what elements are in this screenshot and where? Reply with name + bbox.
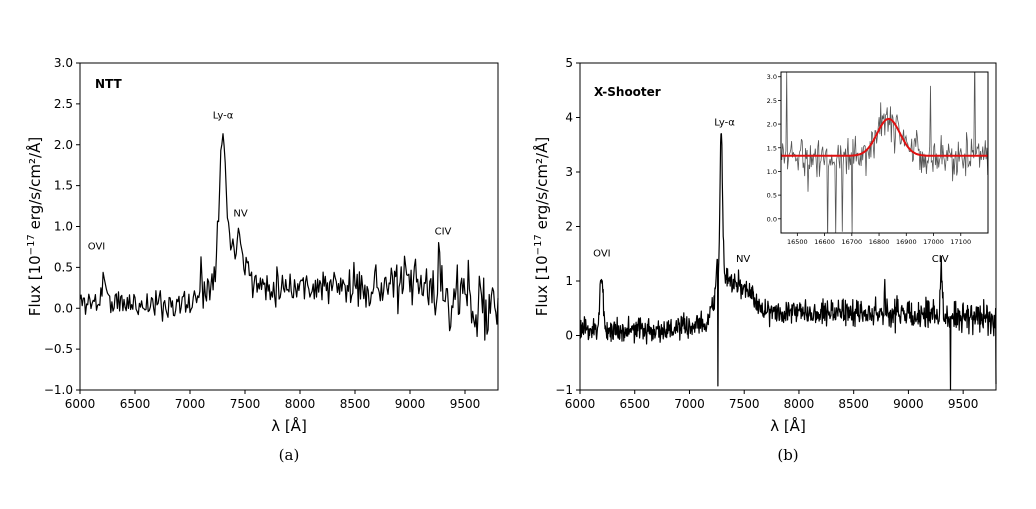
x-tick-label: 6500: [619, 397, 650, 411]
x-tick-label: 7000: [674, 397, 705, 411]
ntt-caption: (a): [279, 446, 300, 464]
inset-y-tick-label: 2.5: [767, 97, 777, 105]
inset-y-tick-label: 0.0: [767, 215, 777, 223]
y-tick-label: 0.0: [54, 301, 73, 315]
ntt-y-axis-label: Flux [10−17 erg/s/cm²/Å]: [25, 137, 44, 316]
line-annotation: OVI: [88, 241, 106, 252]
inset-y-tick-label: 2.0: [767, 121, 777, 129]
y-tick-label: −0.5: [44, 342, 73, 356]
x-tick-label: 8000: [285, 397, 316, 411]
inset-clip-group: [781, 72, 988, 233]
y-tick-label: 0.5: [54, 260, 73, 274]
y-tick-label: 2: [565, 220, 573, 234]
ntt-x-axis-label: λ [Å]: [271, 416, 307, 435]
xshooter-plot-area: [579, 133, 997, 391]
line-annotation: Ly-α: [714, 118, 735, 129]
inset-ticks: 16500 16600 16700 16800 16900 17000 17100 0.0 0.…: [767, 73, 971, 246]
line-annotation: NV: [233, 209, 247, 220]
x-tick-label: 8000: [784, 397, 815, 411]
y-tick-label: 2.5: [54, 97, 73, 111]
xshooter-x-axis-label: λ [Å]: [770, 416, 806, 435]
x-tick-label: 8500: [838, 397, 869, 411]
inset-y-tick-label: 3.0: [767, 73, 777, 81]
inset-x-tick-label: 16900: [896, 238, 917, 246]
line-annotation: CIV: [932, 254, 949, 265]
inset-axes-frame: [780, 71, 989, 234]
xshooter-caption: (b): [777, 446, 798, 464]
x-tick-label: 9000: [395, 397, 426, 411]
inset-x-tick-label: 16500: [787, 238, 808, 246]
y-tick-label: 3: [565, 165, 573, 179]
inset-x-tick-label: 16600: [814, 238, 835, 246]
inset-x-tick-label: 16800: [869, 238, 890, 246]
y-tick-label: −1.0: [44, 383, 73, 397]
x-tick-label: 8500: [340, 397, 371, 411]
x-tick-label: 9000: [893, 397, 924, 411]
ntt-annotations: OVI Ly-α NV CIV: [88, 111, 452, 253]
xshooter-annotations: OVI Ly-α NV CIV: [593, 118, 949, 265]
x-tick-label: 7500: [230, 397, 261, 411]
x-tick-label: 6000: [565, 397, 596, 411]
inset-data-line: [781, 72, 988, 233]
inset-background: [781, 72, 988, 233]
inset-gaussian-fit-line: [781, 117, 988, 157]
y-tick-label: 1.5: [54, 179, 73, 193]
y-tick-label: 0: [565, 329, 573, 343]
x-tick-label: 7500: [729, 397, 760, 411]
inset-y-tick-label: 1.5: [767, 144, 777, 152]
spectrum-series-line: [79, 133, 499, 341]
x-tick-label: 6000: [65, 397, 96, 411]
x-tick-label: 6500: [120, 397, 151, 411]
xshooter-inset: 16500 16600 16700 16800 16900 17000 17100 0.0 0.…: [767, 71, 989, 246]
xshooter-panel-title: X-Shooter: [594, 85, 661, 99]
x-tick-label: 7000: [175, 397, 206, 411]
y-tick-label: 2.0: [54, 138, 73, 152]
y-tick-label: 1: [565, 274, 573, 288]
line-annotation: NV: [736, 254, 750, 265]
xshooter-y-axis-label: Flux [10−17 erg/s/cm²/Å]: [532, 137, 551, 316]
x-tick-label: 9500: [948, 397, 979, 411]
line-annotation: OVI: [593, 248, 611, 259]
panel-ntt: 6000 6500 7000 7500 8000 8500 9000 9500 −1.0 −0.5…: [25, 56, 499, 464]
inset-plot-area: [781, 72, 988, 233]
ntt-ticks: 6000 6500 7000 7500 8000 8500 9000 9500 −1.0 −0.5…: [44, 56, 480, 411]
inset-x-tick-label: 17100: [950, 238, 971, 246]
ntt-panel-title: NTT: [95, 77, 123, 91]
y-tick-label: 1.0: [54, 220, 73, 234]
y-tick-label: 4: [565, 111, 573, 125]
inset-y-tick-label: 0.5: [767, 192, 777, 200]
xshooter-ticks: 6000 6500 7000 7500 8000 8500 9000 9500 −1 0 1 2 3 4 5: [555, 56, 978, 411]
y-tick-label: 3.0: [54, 56, 73, 70]
y-tick-label: −1: [555, 383, 573, 397]
ntt-plot-area: [79, 133, 499, 341]
spectrum-series-line: [579, 133, 997, 391]
x-tick-label: 9500: [450, 397, 481, 411]
inset-x-tick-label: 17000: [923, 238, 944, 246]
y-tick-label: 5: [565, 56, 573, 70]
line-annotation: Ly-α: [213, 111, 234, 122]
inset-x-tick-label: 16700: [841, 238, 862, 246]
inset-y-tick-label: 1.0: [767, 168, 777, 176]
panel-xshooter: 6000 6500 7000 7500 8000 8500 9000 9500 −1 0 1 2 3 4 5…: [532, 56, 997, 464]
line-annotation: CIV: [435, 227, 452, 238]
